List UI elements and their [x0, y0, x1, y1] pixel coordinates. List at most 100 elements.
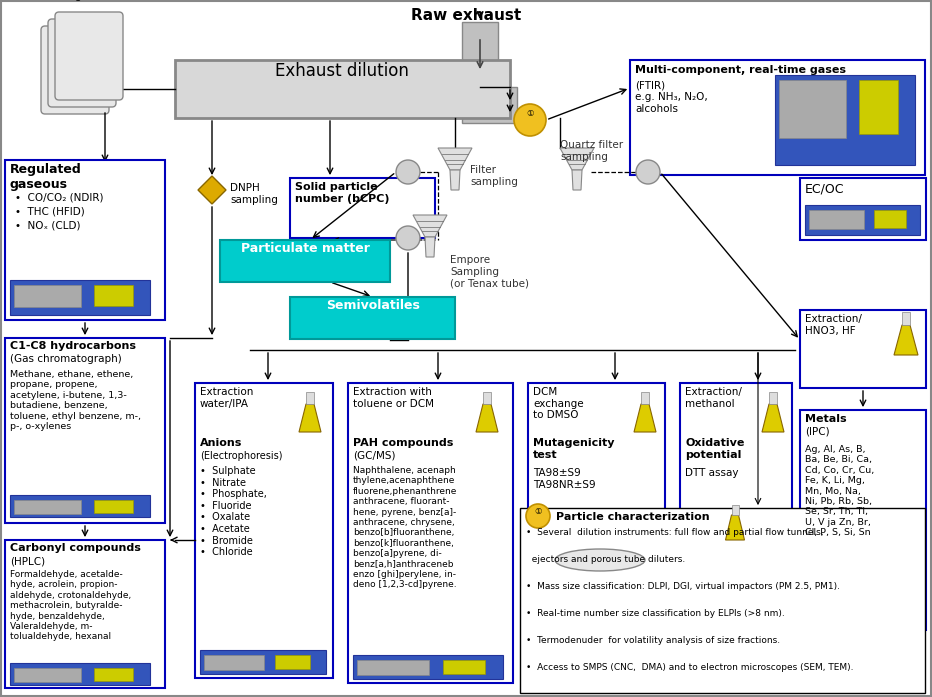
Bar — [5, 540, 165, 688]
Bar — [10, 280, 150, 315]
Text: •  Termodenuder  for volatility analysis of size fractions.: • Termodenuder for volatility analysis o… — [526, 636, 780, 645]
Bar — [357, 660, 429, 675]
Bar — [348, 383, 513, 683]
Bar — [14, 285, 81, 307]
Text: •  Mass size classification: DLPI, DGI, virtual impactors (PM 2.5, PM1).: • Mass size classification: DLPI, DGI, v… — [526, 582, 840, 591]
Bar — [800, 310, 926, 388]
Bar — [200, 650, 326, 674]
Text: Filter
sampling: Filter sampling — [470, 165, 518, 187]
Circle shape — [396, 160, 420, 184]
Text: •  NOₓ (CLD): • NOₓ (CLD) — [15, 221, 80, 231]
Ellipse shape — [555, 549, 645, 571]
Polygon shape — [438, 148, 472, 170]
Bar — [94, 500, 133, 513]
Text: Formaldehyde, acetalde-
hyde, acrolein, propion-
aldehyde, crotonaldehyde,
metha: Formaldehyde, acetalde- hyde, acrolein, … — [10, 570, 131, 641]
Text: DCM
exchange
to DMSO: DCM exchange to DMSO — [533, 387, 583, 420]
Bar — [195, 383, 333, 678]
Bar — [528, 383, 665, 678]
Bar — [290, 297, 455, 339]
Bar — [10, 663, 150, 685]
Polygon shape — [413, 215, 447, 237]
Text: Particulate matter: Particulate matter — [240, 242, 369, 255]
Text: Empore
Sampling
(or Tenax tube): Empore Sampling (or Tenax tube) — [450, 255, 529, 288]
Text: e.g. NH₃, N₂O,: e.g. NH₃, N₂O, — [635, 92, 707, 102]
Bar — [443, 660, 485, 674]
Bar — [630, 60, 925, 175]
Text: DTT assay: DTT assay — [685, 468, 738, 478]
Text: Carbonyl compounds: Carbonyl compounds — [10, 543, 141, 553]
Bar — [10, 495, 150, 517]
Text: ejectors and porous tube diluters.: ejectors and porous tube diluters. — [526, 555, 685, 564]
Bar — [800, 178, 926, 240]
Circle shape — [396, 226, 420, 250]
Polygon shape — [299, 404, 321, 432]
Text: Metals: Metals — [805, 414, 846, 424]
Polygon shape — [762, 404, 784, 432]
Text: Mutagenicity
test: Mutagenicity test — [533, 438, 614, 459]
Bar — [275, 655, 310, 669]
Circle shape — [514, 104, 546, 136]
Text: (HPLC): (HPLC) — [10, 556, 45, 566]
Bar — [5, 160, 165, 320]
Text: Naphthalene, acenaph
thylene,acenaphthene
fluorene,phenanthrene
anthracene, fluo: Naphthalene, acenaph thylene,acenaphthen… — [353, 466, 458, 590]
Text: (FTIR): (FTIR) — [635, 80, 665, 90]
Bar — [732, 505, 739, 515]
Text: •  THC (HFID): • THC (HFID) — [15, 207, 85, 217]
Bar — [641, 392, 649, 404]
Text: (Electrophoresis): (Electrophoresis) — [200, 451, 282, 461]
Polygon shape — [572, 170, 582, 190]
Text: Extraction
water/IPA: Extraction water/IPA — [200, 387, 254, 408]
Text: •  CO/CO₂ (NDIR): • CO/CO₂ (NDIR) — [15, 193, 103, 203]
Bar — [306, 392, 314, 404]
Text: Solid particle
number (bCPC): Solid particle number (bCPC) — [295, 182, 390, 204]
Text: TA98±S9
TA98NR±S9: TA98±S9 TA98NR±S9 — [533, 468, 596, 489]
Bar — [902, 312, 910, 325]
Text: Multi-component, real-time gases: Multi-component, real-time gases — [635, 65, 846, 75]
Bar — [874, 210, 906, 228]
Text: Extraction with
toluene or DCM: Extraction with toluene or DCM — [353, 387, 434, 408]
Text: Ag, Al, As, B,
Ba, Be, Bi, Ca,
Cd, Co, Cr, Cu,
Fe, K, Li, Mg,
Mn, Mo, Na,
Ni, Pb: Ag, Al, As, B, Ba, Be, Bi, Ca, Cd, Co, C… — [805, 445, 874, 537]
Bar — [94, 285, 133, 306]
Bar — [14, 500, 81, 514]
Text: •  Access to SMPS (CNC,  DMA) and to electron microscopes (SEM, TEM).: • Access to SMPS (CNC, DMA) and to elect… — [526, 663, 854, 672]
Text: •  Sulphate
•  Nitrate
•  Phosphate,
•  Fluoride
•  Oxalate
•  Acetate
•  Bromid: • Sulphate • Nitrate • Phosphate, • Fluo… — [200, 466, 267, 557]
Text: Oxidative
potential: Oxidative potential — [685, 438, 745, 459]
Bar — [462, 22, 498, 87]
Text: C1-C8 hydrocarbons: C1-C8 hydrocarbons — [10, 341, 136, 351]
Polygon shape — [560, 148, 594, 170]
Text: (IPC): (IPC) — [805, 427, 829, 437]
Bar — [462, 87, 517, 123]
Text: DNPH
sampling: DNPH sampling — [230, 183, 278, 205]
Text: Particle characterization: Particle characterization — [556, 512, 709, 522]
Text: ①: ① — [527, 109, 534, 118]
Bar — [290, 178, 435, 238]
Text: (GC/MS): (GC/MS) — [353, 451, 395, 461]
Polygon shape — [198, 176, 226, 204]
Polygon shape — [476, 404, 498, 432]
Bar — [204, 655, 264, 670]
Circle shape — [526, 504, 550, 528]
Polygon shape — [894, 325, 918, 355]
Text: Quartz filter
sampling: Quartz filter sampling — [560, 140, 624, 162]
Text: alcohols: alcohols — [635, 104, 678, 114]
Bar — [5, 338, 165, 523]
Text: Anions: Anions — [200, 438, 242, 448]
Text: Regulated
gaseous: Regulated gaseous — [10, 163, 82, 191]
Text: Tedlar
bags: Tedlar bags — [60, 0, 90, 1]
FancyBboxPatch shape — [41, 26, 109, 114]
Text: ①: ① — [534, 507, 541, 516]
Bar — [779, 80, 846, 138]
Bar — [775, 75, 915, 165]
Text: Extraction/
methanol: Extraction/ methanol — [685, 387, 742, 408]
Circle shape — [636, 160, 660, 184]
Text: PAH compounds: PAH compounds — [353, 438, 453, 448]
Bar — [769, 392, 777, 404]
Text: EC/OC: EC/OC — [805, 183, 844, 196]
Polygon shape — [634, 404, 656, 432]
Bar — [805, 205, 920, 235]
Bar — [220, 240, 390, 282]
Text: Exhaust dilution: Exhaust dilution — [275, 62, 409, 80]
Bar — [680, 383, 792, 678]
Bar — [175, 60, 510, 118]
Text: Extraction/
HNO3, HF: Extraction/ HNO3, HF — [805, 314, 862, 335]
